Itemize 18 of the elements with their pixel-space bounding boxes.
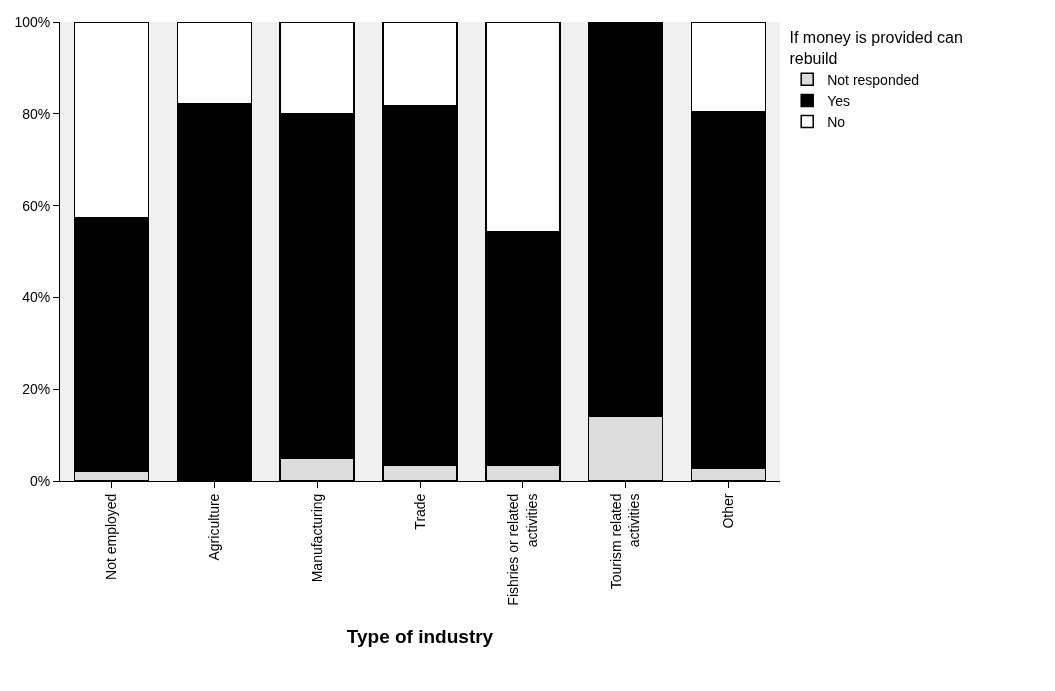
x-tick-label: Not employed: [102, 493, 119, 580]
x-tick-label: Fishries or related activities: [505, 493, 540, 606]
y-tick-label: 20%: [22, 381, 51, 398]
x-tick-label: Tourism related activities: [608, 493, 643, 590]
x-axis-title: Type of industry: [346, 626, 494, 648]
y-tick-label: 100%: [14, 13, 51, 30]
legend-label: Yes: [827, 92, 851, 109]
x-tick-label: Other: [720, 493, 737, 529]
legend-label: Not responded: [827, 71, 920, 88]
y-tick-label: 40%: [22, 289, 51, 306]
legend-title: If money is provided can rebuild: [789, 28, 963, 67]
y-tick-label: 80%: [22, 105, 51, 122]
x-tick-label: Manufacturing: [308, 493, 325, 583]
legend-label: No: [827, 114, 846, 131]
x-tick-label: Trade: [411, 493, 428, 530]
y-tick-label: 0%: [29, 472, 51, 489]
x-tick-label: Agriculture: [205, 493, 222, 561]
y-tick-label: 60%: [22, 197, 51, 214]
